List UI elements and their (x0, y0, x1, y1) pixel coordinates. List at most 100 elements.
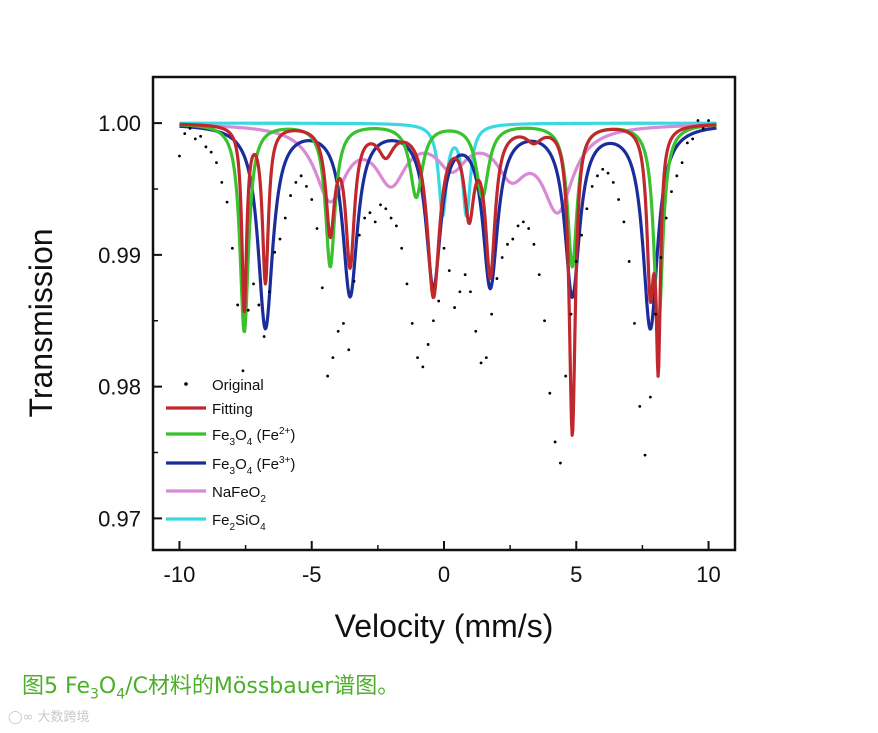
legend-label-sup: 3+ (279, 455, 291, 466)
x-tick-label: 10 (696, 562, 720, 587)
series-line-fe3o4-fe3 (178, 124, 718, 331)
data-point (569, 312, 573, 316)
data-point (469, 290, 472, 294)
data-point (490, 312, 494, 316)
data-point (516, 224, 520, 228)
series-line-fitting (178, 122, 718, 437)
legend: Original Fitting Fe3O4 (Fe2+) Fe3O4 (Fe3+) N… (166, 377, 295, 533)
legend-label: Fitting (212, 401, 253, 418)
data-point (389, 216, 393, 220)
data-point (209, 150, 213, 154)
data-point (527, 227, 531, 230)
data-point (331, 356, 335, 360)
data-point (405, 282, 409, 286)
figure-caption: 图5 Fe3O4/C材料的Mössbauer谱图。 (22, 668, 399, 702)
data-point (643, 453, 647, 457)
data-point (257, 303, 261, 307)
caption-mid: O (98, 674, 117, 699)
legend-marker (184, 382, 188, 386)
data-point (379, 203, 382, 207)
data-point (373, 220, 377, 224)
watermark: ◯∞ 大数跨境 (8, 706, 90, 725)
data-point (648, 395, 652, 399)
data-point (215, 161, 218, 165)
data-point (178, 154, 181, 158)
data-point (400, 246, 404, 250)
y-tick-label: 0.97 (98, 506, 141, 531)
data-point (559, 461, 562, 465)
legend-label-main: Original (212, 377, 264, 394)
legend-label-sub: 2 (230, 522, 236, 533)
data-point (199, 134, 203, 138)
data-point (659, 256, 663, 259)
data-point (585, 207, 589, 211)
series-line-fe3o4-fe2 (178, 123, 718, 334)
caption-prefix: 图5 Fe (22, 674, 90, 699)
data-point (262, 335, 266, 338)
data-point (627, 260, 631, 263)
data-point (701, 126, 705, 130)
data-point (442, 246, 446, 250)
data-point (421, 365, 425, 369)
legend-label-main: Fe (212, 512, 230, 529)
data-point (601, 167, 605, 171)
data-point (188, 126, 192, 130)
y-tick-label: 0.99 (98, 243, 141, 268)
legend-label-mid: SiO (235, 512, 260, 529)
data-point (596, 174, 599, 178)
data-point (294, 181, 298, 184)
y-axis-label: Transmission (23, 228, 59, 417)
data-point (622, 220, 626, 224)
data-point (506, 242, 509, 246)
legend-label: Fe2SiO4 (212, 512, 266, 533)
data-point (384, 207, 388, 211)
data-point (230, 246, 234, 250)
legend-label: Fe3O4 (Fe2+) (212, 426, 295, 448)
data-point (691, 137, 695, 141)
data-point (432, 319, 435, 323)
data-point (532, 242, 536, 246)
data-point (680, 161, 684, 165)
series-layer (178, 119, 718, 465)
legend-label-sup: 2+ (279, 426, 291, 437)
legend-item-original: Original (184, 377, 264, 394)
data-point (617, 198, 620, 201)
data-point (574, 260, 578, 263)
legend-item-fe2sio4: Fe2SiO4 (166, 512, 266, 533)
data-point (394, 224, 398, 228)
legend-label-sub: 4 (247, 466, 253, 477)
data-point (347, 348, 351, 352)
data-point (606, 171, 610, 175)
legend-label: Fe3O4 (Fe3+) (212, 455, 295, 477)
data-point (453, 306, 456, 309)
data-point (241, 369, 245, 373)
legend-label-sub: 4 (247, 437, 253, 448)
x-tick-label: 5 (570, 562, 582, 587)
legend-label-main: NaFeO (212, 484, 260, 501)
x-axis-label: Velocity (mm/s) (335, 608, 554, 644)
data-point (336, 329, 340, 333)
data-point (500, 256, 504, 259)
data-point (225, 200, 229, 204)
mossbauer-chart: -10 -5 0 5 10 0.97 0.98 0.99 1.00 Velocity (mm/s… (23, 75, 737, 644)
data-point (664, 216, 668, 220)
data-point (410, 321, 414, 325)
data-point (437, 299, 441, 303)
legend-label-sub: 3 (230, 466, 236, 477)
x-tick-label: 0 (438, 562, 450, 587)
data-point (553, 440, 557, 444)
data-point (289, 194, 292, 197)
data-point (310, 198, 314, 201)
y-tick-label: 1.00 (98, 111, 141, 136)
caption-sub-4: 4 (116, 686, 126, 703)
legend-label-sub: 4 (260, 522, 266, 533)
data-point (707, 119, 710, 122)
legend-label: Original (212, 377, 264, 394)
data-point (564, 374, 568, 378)
data-point (463, 273, 467, 277)
axes-layer: -10 -5 0 5 10 0.97 0.98 0.99 1.00 (98, 111, 721, 587)
data-point (220, 181, 224, 184)
data-point (511, 237, 515, 241)
original-points (178, 119, 710, 465)
data-point (299, 174, 303, 178)
